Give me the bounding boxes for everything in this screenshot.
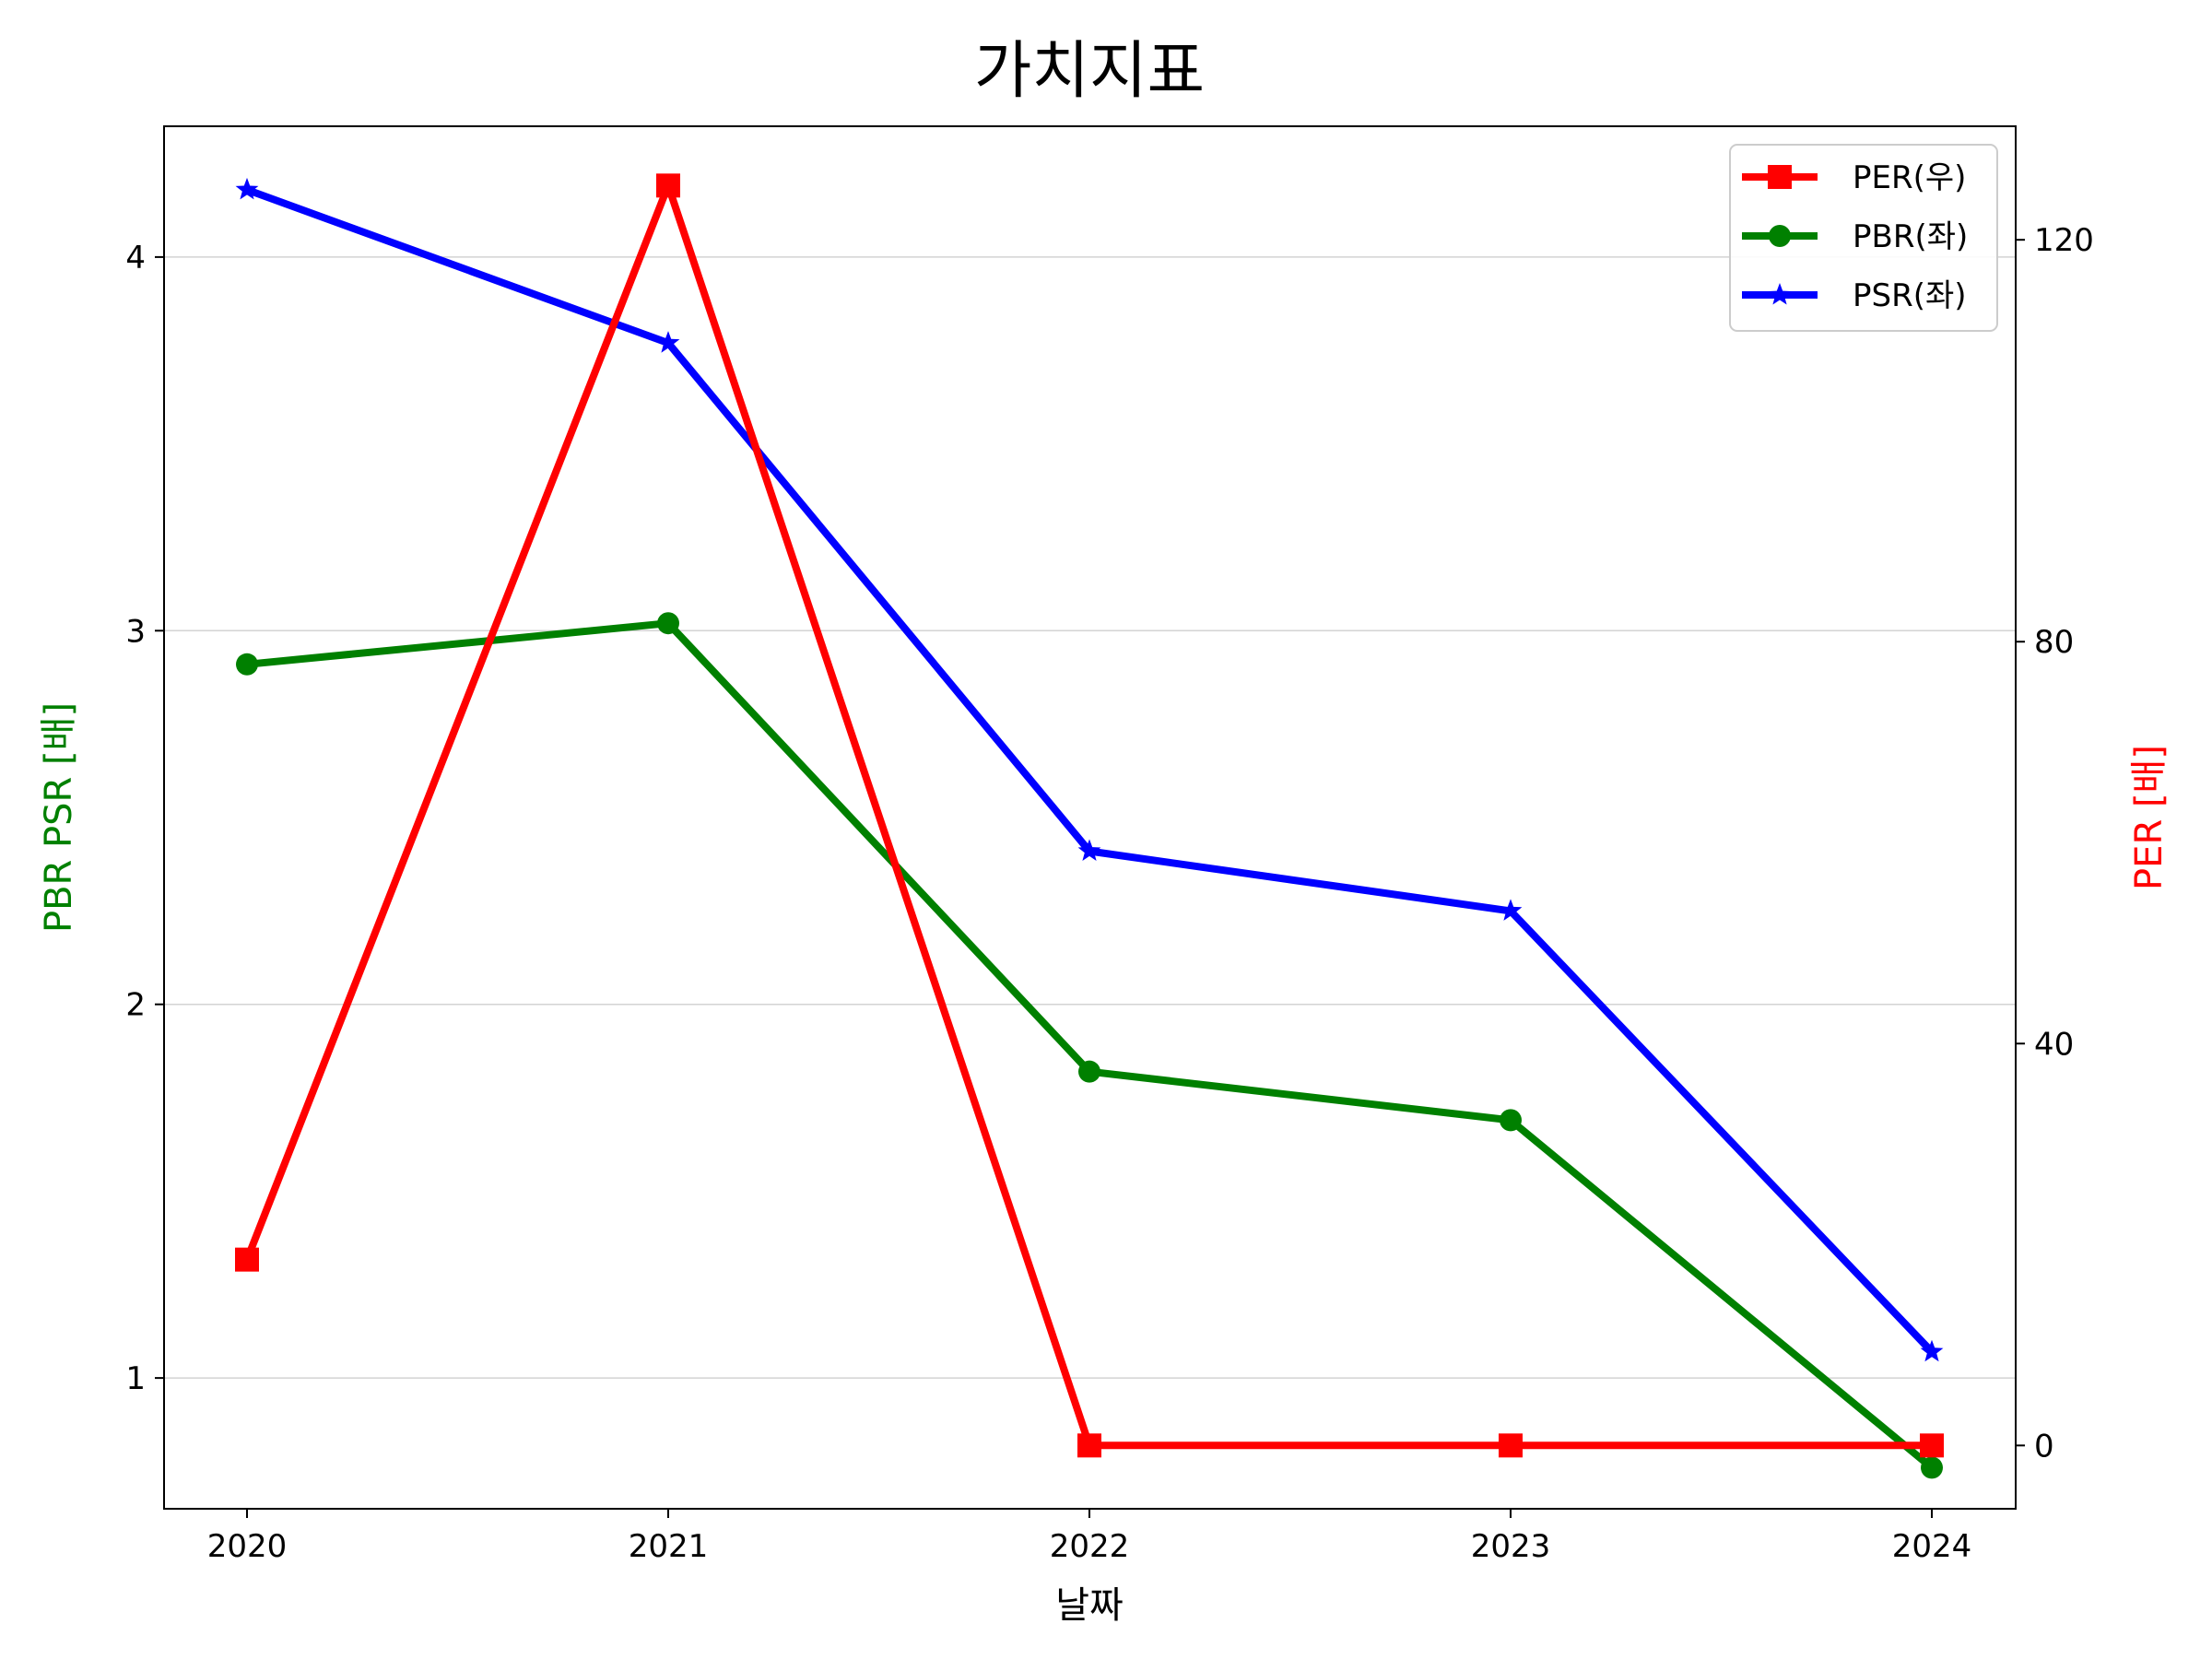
psr-point (656, 331, 680, 353)
right-y-tick-label: 0 (2034, 1428, 2054, 1465)
x-axis-label: 날짜 (1055, 1584, 1124, 1627)
right-y-tick-label: 40 (2034, 1026, 2074, 1063)
chart-title: 가치지표 (974, 35, 1205, 108)
left-y-tick-label: 4 (125, 240, 146, 276)
pbr-point (236, 653, 258, 676)
right-y-tick-label: 120 (2034, 222, 2094, 259)
left-y-tick-label: 3 (125, 613, 146, 650)
per-point (1920, 1433, 1944, 1458)
right-y-axis: 0 40 80 120 (2016, 222, 2094, 1465)
left-y-axis: 1 2 3 4 (125, 240, 164, 1397)
psr-point (1077, 839, 1101, 861)
x-tick-label: 2021 (629, 1528, 709, 1565)
legend-box (1729, 144, 1998, 332)
plot-series (235, 173, 1944, 1479)
plot-frame (163, 125, 2017, 1510)
right-y-axis-label: PER [배] (2128, 745, 2171, 890)
psr-point (1920, 1339, 1944, 1362)
left-y-tick-label: 2 (125, 987, 146, 1024)
per-point (656, 173, 680, 198)
x-tick-label: 2022 (1050, 1528, 1130, 1565)
legend-label-psr: PSR(좌) (1853, 277, 1967, 314)
per-point (1499, 1433, 1523, 1458)
legend-label-per: PER(우) (1853, 159, 1966, 196)
legend-marker-per (1768, 165, 1792, 189)
psr-line (245, 186, 1935, 1355)
pbr-point (1921, 1456, 1943, 1479)
series-psr (235, 177, 1944, 1362)
left-y-axis-label: PBR PSR [배] (38, 702, 80, 933)
legend-marker-psr (1768, 283, 1792, 305)
right-y-tick-label: 80 (2034, 624, 2074, 661)
x-tick-label: 2020 (207, 1528, 288, 1565)
series-per (235, 173, 1944, 1458)
x-axis: 2020 2021 2022 2023 2024 (207, 1509, 1972, 1565)
legend-marker-pbr (1769, 225, 1791, 247)
psr-point (235, 177, 259, 200)
legend-label-pbr: PBR(좌) (1853, 218, 1968, 255)
series-pbr (236, 612, 1943, 1479)
pbr-point (1078, 1060, 1100, 1083)
left-y-tick-label: 1 (125, 1360, 146, 1397)
psr-point (1499, 899, 1523, 921)
gridlines (164, 256, 2016, 1379)
pbr-point (1500, 1109, 1522, 1132)
pbr-line (246, 619, 1935, 1471)
per-point (1077, 1433, 1101, 1458)
legend: PER(우) PBR(좌) PSR(좌) (1729, 144, 1998, 332)
x-tick-label: 2024 (1892, 1528, 1972, 1565)
per-point (235, 1247, 259, 1272)
x-tick-label: 2023 (1471, 1528, 1551, 1565)
pbr-point (657, 612, 679, 635)
